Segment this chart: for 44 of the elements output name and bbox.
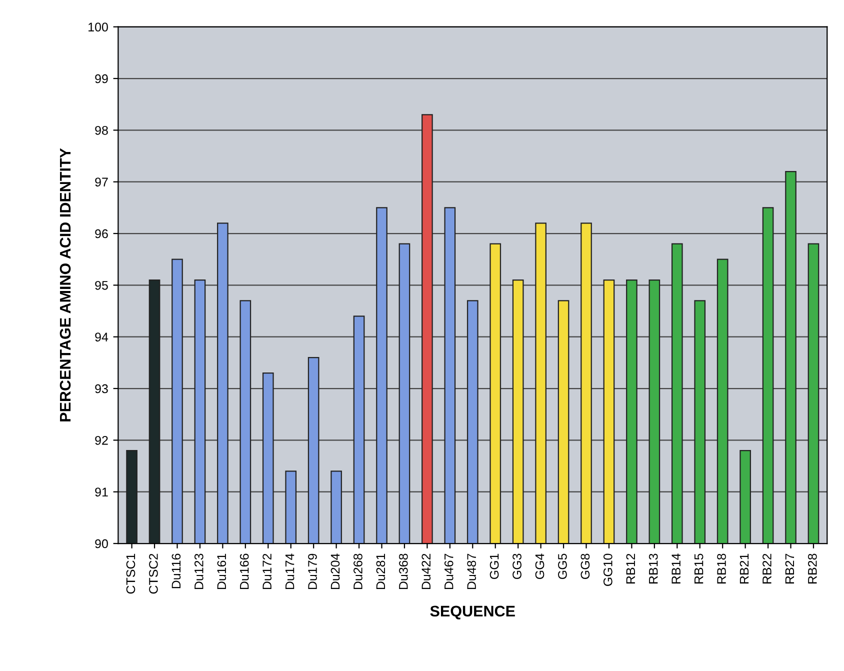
x-tick-label: GG8 <box>580 554 590 579</box>
x-tick-label: Du179 <box>308 554 317 590</box>
x-tick-label: Du172 <box>262 554 272 590</box>
x-tick-label: RB18 <box>717 554 726 584</box>
x-tick-label: Du281 <box>376 554 386 590</box>
y-axis-title: PERCENTAGE AMINO ACID IDENTITY <box>60 148 71 422</box>
x-tick-label: Du166 <box>240 554 249 590</box>
x-tick-label: RB14 <box>672 554 680 584</box>
y-tick-label: 91 <box>95 488 108 496</box>
x-tick-label: RB28 <box>808 554 817 584</box>
y-tick-label: 90 <box>95 539 108 548</box>
x-tick-label: RB27 <box>785 554 794 584</box>
x-tick-label: Du268 <box>354 554 362 590</box>
x-tick-label: GG1 <box>490 554 499 579</box>
x-tick-label: Du174 <box>285 554 294 590</box>
x-tick-label: RB15 <box>694 554 704 584</box>
x-tick-label: CTSC1 <box>126 554 136 594</box>
y-tick-label: 96 <box>95 229 108 238</box>
x-tick-label: GG3 <box>512 554 522 579</box>
x-tick-label: Du368 <box>398 554 408 590</box>
x-tick-label: Du204 <box>330 554 340 590</box>
y-tick-label: 99 <box>95 74 108 84</box>
y-tick-label: 98 <box>95 126 108 135</box>
x-axis-title: SEQUENCE <box>430 606 515 620</box>
x-tick-label: GG4 <box>535 554 544 579</box>
x-tick-label: RB22 <box>762 554 772 584</box>
x-tick-label: RB12 <box>626 554 635 584</box>
x-tick-label: RB21 <box>740 554 749 584</box>
y-tick-label: 95 <box>95 280 108 290</box>
x-tick-label: Du422 <box>422 554 431 590</box>
x-tick-label: Du161 <box>217 554 226 590</box>
y-tick-label: 97 <box>95 178 108 186</box>
x-tick-label: Du116 <box>172 554 181 588</box>
x-tick-label: RB13 <box>648 554 658 584</box>
x-tick-label: GG10 <box>603 554 612 586</box>
x-tick-label: Du123 <box>194 554 204 590</box>
y-tick-label: 93 <box>95 384 108 394</box>
x-tick-label: Du487 <box>467 554 476 590</box>
y-tick-label: 92 <box>95 436 108 445</box>
y-tick-label: 94 <box>95 332 108 342</box>
x-tick-label: GG5 <box>558 554 567 579</box>
x-tick-label: Du467 <box>444 554 454 590</box>
y-tick-label: 100 <box>88 22 108 32</box>
x-tick-label: CTSC2 <box>149 554 158 594</box>
